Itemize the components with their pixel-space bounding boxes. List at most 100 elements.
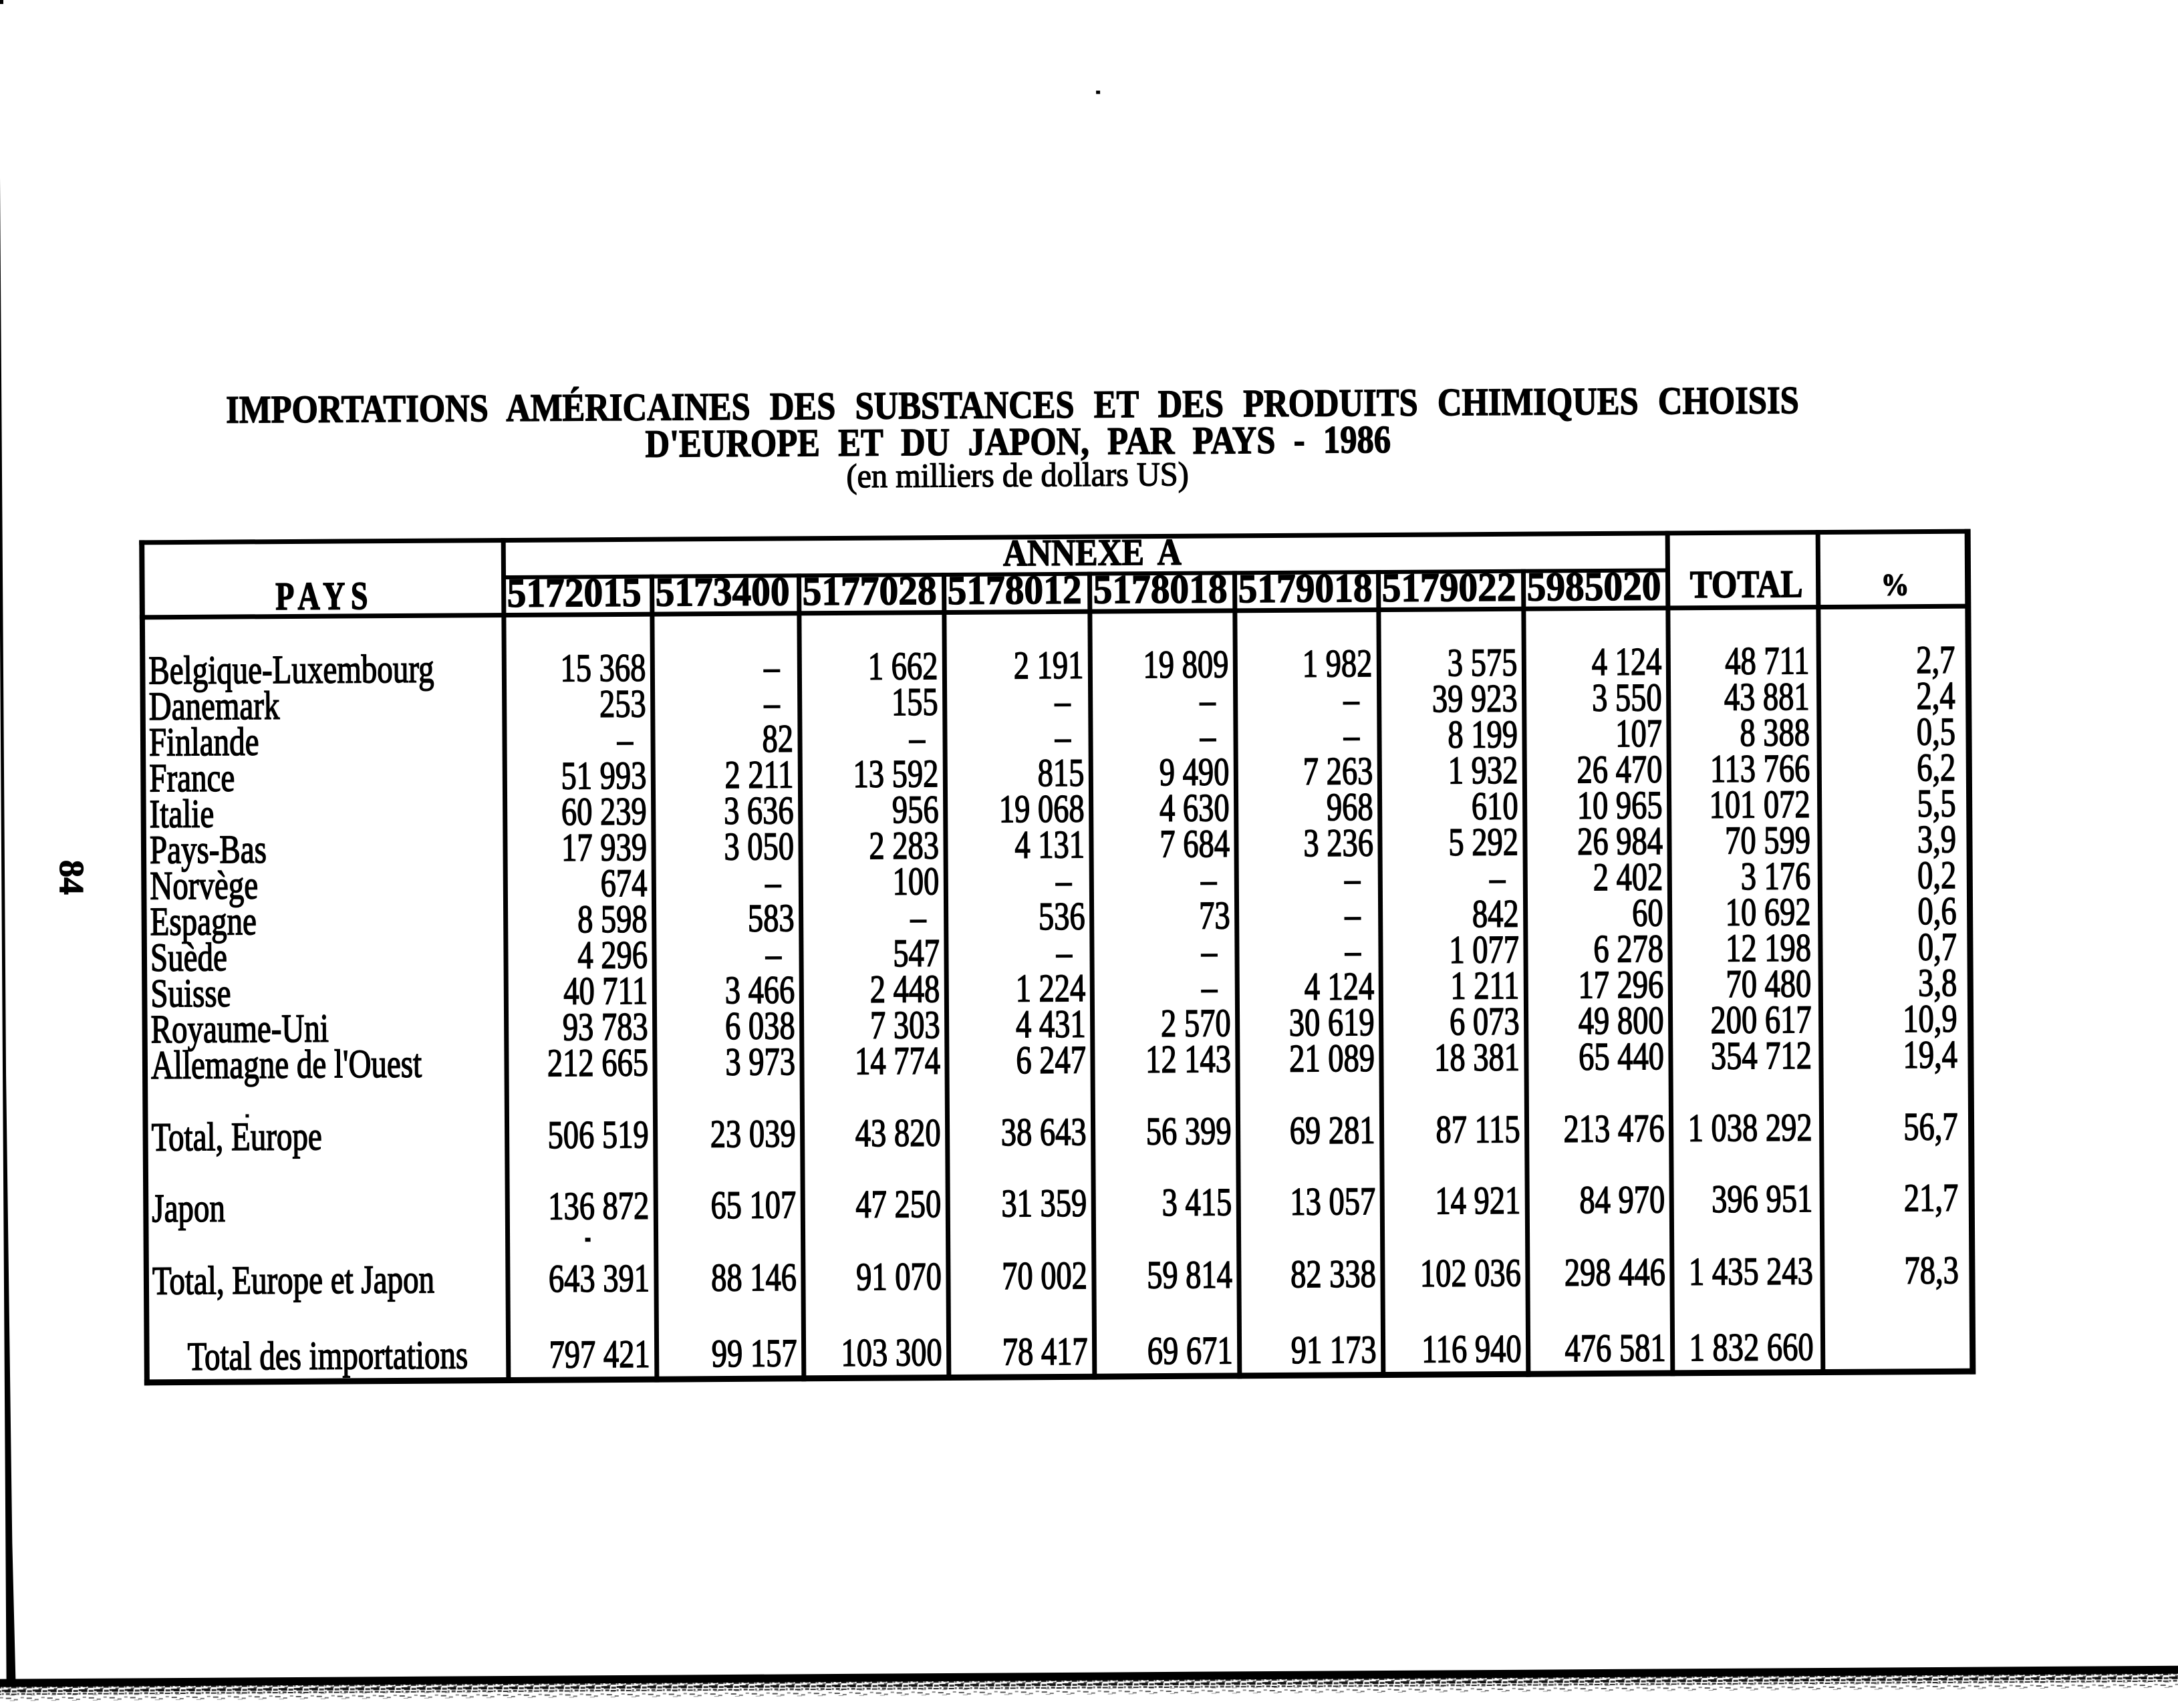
svg-text:30 619: 30 619 [1289,1001,1375,1044]
svg-text:60 239: 60 239 [561,790,647,833]
svg-text:69 281: 69 281 [1290,1109,1375,1152]
svg-text:70 002: 70 002 [1002,1254,1087,1298]
svg-text:56 399: 56 399 [1146,1110,1232,1153]
svg-text:7 684: 7 684 [1160,823,1230,866]
svg-text:TOTAL: TOTAL [1690,562,1803,606]
svg-text:113 766: 113 766 [1710,747,1810,791]
svg-text:–: – [1054,680,1071,723]
svg-text:84: 84 [52,860,90,895]
svg-text:842: 842 [1472,893,1519,936]
svg-text:1 211: 1 211 [1450,964,1519,1008]
svg-text:2 402: 2 402 [1593,856,1663,899]
svg-text:15 368: 15 368 [560,647,646,690]
svg-text:21,7: 21,7 [1904,1177,1959,1220]
svg-text:Finlande: Finlande [149,719,259,764]
svg-text:65 440: 65 440 [1579,1035,1664,1079]
svg-text:815: 815 [1037,752,1084,795]
svg-text:14 774: 14 774 [855,1040,940,1083]
svg-text:43 820: 43 820 [855,1111,941,1155]
svg-text:19 068: 19 068 [999,787,1085,831]
svg-text:–: – [1055,859,1072,903]
svg-text:7 263: 7 263 [1303,750,1373,793]
svg-text:10,9: 10,9 [1903,998,1957,1041]
svg-text:–: – [1056,931,1073,974]
svg-text:70 599: 70 599 [1725,819,1810,862]
svg-text:82 338: 82 338 [1290,1252,1376,1296]
svg-text:Japon: Japon [152,1185,225,1231]
svg-text:10 692: 10 692 [1726,891,1811,934]
svg-text:14 921: 14 921 [1435,1179,1520,1223]
svg-text:D'EUROPE ET DU JAPON, PAR PAYS: D'EUROPE ET DU JAPON, PAR PAYS - 1986 [645,417,1391,465]
svg-text:5177028: 5177028 [802,567,936,613]
svg-text:0,2: 0,2 [1917,854,1956,897]
svg-text:102 036: 102 036 [1420,1252,1521,1295]
svg-text:2,4: 2,4 [1916,674,1955,718]
svg-text:65 107: 65 107 [710,1183,796,1227]
svg-text:(en milliers de dollars US): (en milliers de dollars US) [846,455,1189,494]
svg-text:4 431: 4 431 [1016,1003,1086,1046]
svg-text:Danemark: Danemark [148,683,279,728]
svg-text:13 057: 13 057 [1290,1180,1375,1224]
svg-text:547: 547 [893,932,940,976]
svg-text:17 939: 17 939 [561,826,647,869]
svg-text:2 191: 2 191 [1014,644,1084,688]
svg-text:43 881: 43 881 [1724,676,1810,719]
svg-text:Royaume-Uni: Royaume-Uni [150,1006,329,1051]
svg-text:%: % [1881,567,1909,602]
svg-text:Espagne: Espagne [150,899,257,944]
svg-text:–: – [1199,679,1216,722]
svg-text:101 072: 101 072 [1709,783,1810,827]
svg-text:8 388: 8 388 [1740,711,1810,754]
svg-text:ANNEXE A: ANNEXE A [1003,531,1182,574]
svg-text:4 131: 4 131 [1014,823,1085,867]
svg-text:IMPORTATIONS AMÉRICAINES DES S: IMPORTATIONS AMÉRICAINES DES SUBSTANCES … [226,378,1799,432]
svg-text:26 470: 26 470 [1577,748,1662,791]
svg-text:200 617: 200 617 [1710,998,1811,1042]
svg-text:48 711: 48 711 [1725,639,1809,683]
svg-text:12 143: 12 143 [1145,1038,1231,1081]
svg-text:–: – [1344,857,1361,901]
svg-text:Pays-Bas: Pays-Bas [150,827,267,872]
svg-text:1 982: 1 982 [1303,642,1373,686]
svg-text:8 199: 8 199 [1448,713,1518,756]
svg-text:3 236: 3 236 [1303,821,1373,865]
svg-text:38 643: 38 643 [1001,1111,1087,1154]
svg-text:6 073: 6 073 [1450,1000,1520,1044]
svg-text:10 965: 10 965 [1577,784,1663,827]
svg-text:–: – [1344,893,1361,937]
svg-text:56,7: 56,7 [1903,1105,1958,1149]
svg-text:5179022: 5179022 [1381,564,1516,610]
svg-text:4 124: 4 124 [1305,965,1375,1008]
svg-text:Total, Europe et Japon: Total, Europe et Japon [152,1257,435,1303]
svg-text:3 550: 3 550 [1592,676,1662,720]
svg-text:21 089: 21 089 [1289,1037,1375,1081]
svg-text:253: 253 [599,682,646,726]
svg-text:103 300: 103 300 [841,1331,942,1375]
svg-text:93 783: 93 783 [563,1006,648,1049]
svg-text:–: – [909,716,926,760]
svg-text:1 832 660: 1 832 660 [1689,1326,1813,1370]
svg-text:Allemagne de l'Ouest: Allemagne de l'Ouest [151,1041,422,1087]
svg-text:–: – [765,933,782,976]
svg-text:–: – [910,896,926,940]
svg-text:1 662: 1 662 [868,645,938,688]
svg-text:6 278: 6 278 [1593,928,1663,971]
svg-text:Belgique-Luxembourg: Belgique-Luxembourg [148,646,434,692]
svg-text:3 973: 3 973 [725,1040,795,1084]
svg-text:70 480: 70 480 [1726,962,1811,1006]
svg-text:88 146: 88 146 [711,1256,797,1300]
svg-text:0,6: 0,6 [1917,890,1956,934]
svg-text:Suisse: Suisse [150,970,231,1016]
svg-text:4 124: 4 124 [1592,640,1662,684]
svg-text:3 415: 3 415 [1162,1181,1232,1224]
svg-text:12 198: 12 198 [1726,927,1811,970]
svg-text:298 446: 298 446 [1564,1251,1665,1294]
svg-text:1 224: 1 224 [1016,967,1086,1010]
svg-text:506 519: 506 519 [547,1113,648,1157]
svg-text:213 476: 213 476 [1563,1107,1664,1151]
svg-text:PAYS: PAYS [275,575,374,619]
svg-text:956: 956 [892,789,939,832]
svg-text:2 570: 2 570 [1161,1002,1231,1045]
svg-text:3 466: 3 466 [725,969,795,1012]
svg-text:9 490: 9 490 [1160,750,1230,794]
